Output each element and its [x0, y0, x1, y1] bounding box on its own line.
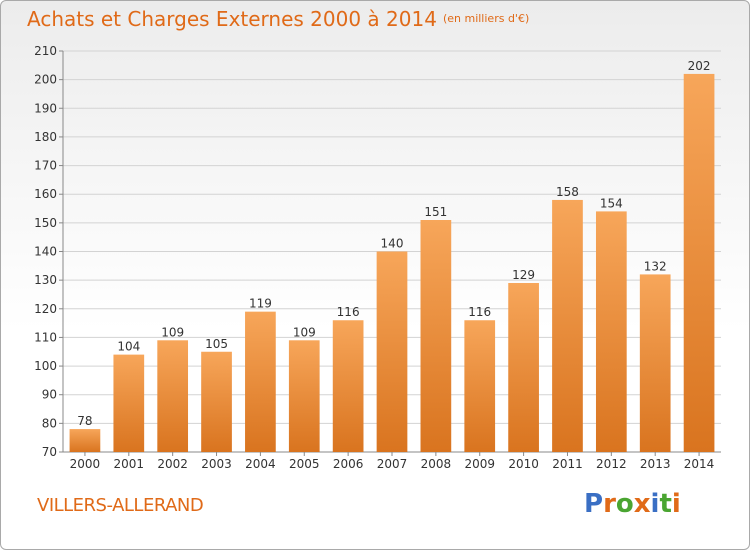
- y-tick-label: 160: [34, 187, 57, 201]
- bar-2011: [552, 199, 583, 452]
- bar-2003: [201, 351, 232, 452]
- x-tick-label: 2002: [157, 457, 188, 471]
- data-label: 158: [556, 185, 579, 199]
- y-tick-label: 90: [42, 388, 57, 402]
- logo-letter: t: [659, 489, 672, 519]
- data-label: 154: [600, 196, 623, 210]
- x-tick-label: 2007: [377, 457, 408, 471]
- x-tick-label: 2000: [70, 457, 101, 471]
- chart-unit: (en milliers d'€): [442, 12, 530, 25]
- y-tick-label: 210: [34, 44, 57, 58]
- bar-2006: [332, 320, 364, 452]
- x-tick-label: 2003: [201, 457, 232, 471]
- bar-2012: [595, 211, 627, 452]
- data-label: 109: [293, 325, 316, 339]
- bar-2010: [508, 283, 539, 452]
- y-tick-label: 190: [34, 101, 57, 115]
- y-tick-label: 100: [34, 359, 57, 373]
- y-tick-label: 150: [34, 216, 57, 230]
- logo-letter: x: [633, 489, 651, 519]
- bar-2009: [464, 320, 496, 452]
- bar-2000: [69, 429, 101, 452]
- x-tick-label: 2008: [421, 457, 452, 471]
- logo-letter: P: [584, 489, 604, 519]
- data-label: 105: [205, 337, 228, 351]
- data-label: 116: [337, 305, 360, 319]
- logo-letter: r: [603, 489, 616, 519]
- x-tick-label: 2001: [114, 457, 145, 471]
- logo-letter: i: [650, 489, 660, 519]
- bar-2013: [639, 274, 671, 452]
- bar-2008: [420, 219, 452, 452]
- y-tick-label: 70: [42, 445, 57, 459]
- bar-2001: [113, 354, 145, 452]
- x-tick-label: 2012: [596, 457, 627, 471]
- bar-2004: [245, 311, 276, 452]
- bar-2002: [157, 340, 189, 452]
- data-label: 119: [249, 297, 272, 311]
- logo-letter: i: [671, 489, 681, 519]
- x-tick-label: 2006: [333, 457, 364, 471]
- y-tick-label: 170: [34, 159, 57, 173]
- logo-letter: o: [615, 489, 634, 519]
- x-tick-label: 2010: [508, 457, 539, 471]
- chart-title: Achats et Charges Externes 2000 à 2014 (e…: [27, 7, 529, 31]
- data-label: 132: [644, 259, 667, 273]
- y-tick-label: 140: [34, 245, 57, 259]
- x-tick-label: 2011: [552, 457, 583, 471]
- data-label: 104: [117, 340, 140, 354]
- x-tick-label: 2013: [640, 457, 671, 471]
- data-label: 151: [424, 205, 447, 219]
- x-tick-label: 2005: [289, 457, 320, 471]
- data-label: 116: [468, 305, 491, 319]
- data-label: 140: [381, 237, 404, 251]
- bar-2014: [683, 73, 715, 453]
- y-tick-label: 180: [34, 130, 57, 144]
- chart-title-text: Achats et Charges Externes 2000 à 2014: [27, 7, 437, 31]
- data-label: 129: [512, 268, 535, 282]
- y-tick-label: 80: [42, 416, 57, 430]
- proxiti-logo: Proxiti: [584, 489, 681, 519]
- y-tick-label: 130: [34, 273, 57, 287]
- data-label: 202: [688, 59, 711, 73]
- y-tick-label: 110: [34, 330, 57, 344]
- data-label: 109: [161, 325, 184, 339]
- data-label: 78: [77, 414, 92, 428]
- x-tick-label: 2009: [464, 457, 495, 471]
- bar-2007: [376, 251, 408, 452]
- y-tick-label: 120: [34, 302, 57, 316]
- bar-2005: [288, 340, 320, 452]
- town-name: VILLERS-ALLERAND: [37, 495, 204, 516]
- y-tick-label: 200: [34, 73, 57, 87]
- x-tick-label: 2004: [245, 457, 276, 471]
- x-tick-label: 2014: [684, 457, 715, 471]
